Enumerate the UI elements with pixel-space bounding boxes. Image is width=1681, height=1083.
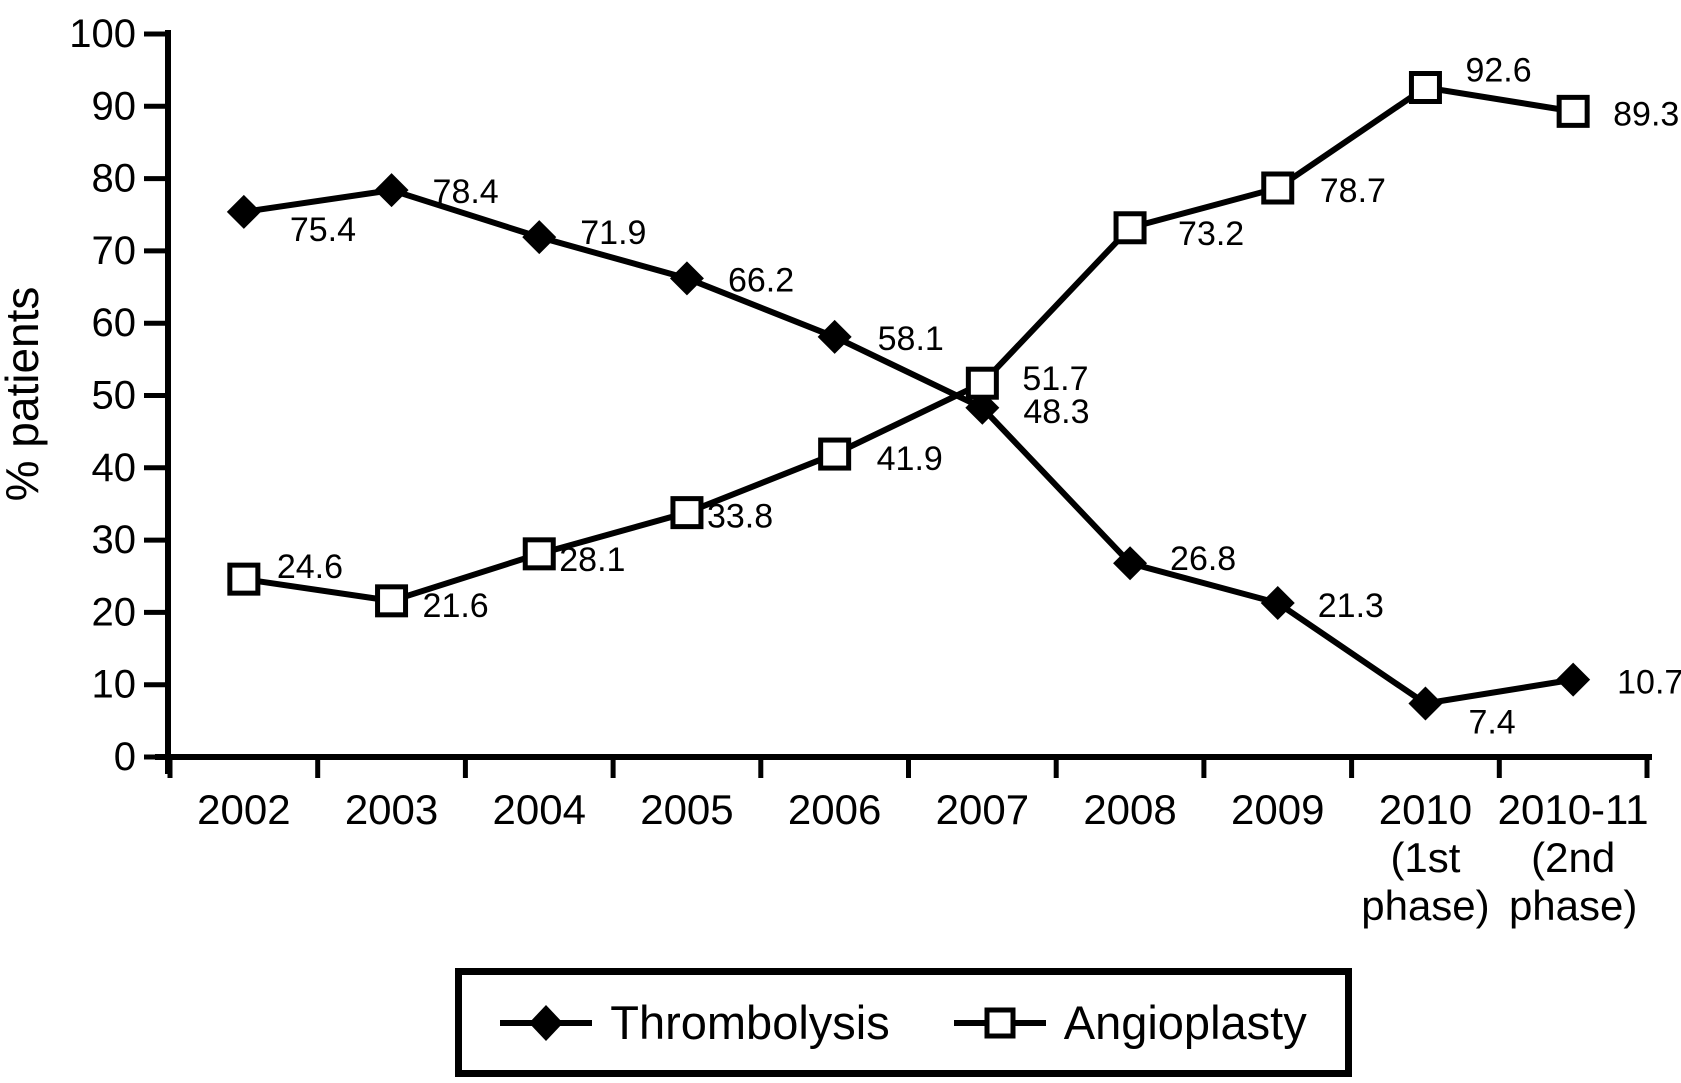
y-axis-title: % patients: [0, 287, 48, 502]
y-tick-label: 80: [92, 157, 137, 201]
angioplasty-square-icon: [953, 1007, 1046, 1038]
series-markers-thrombolysis: [226, 173, 1591, 721]
y-tick-label: 50: [92, 374, 137, 418]
y-tick-label: 70: [92, 229, 137, 273]
square-marker: [1261, 171, 1295, 205]
y-tick-label: 10: [92, 663, 137, 707]
x-tick-label: (1st: [1390, 834, 1460, 881]
square-marker: [375, 584, 409, 618]
data-label: 51.7: [1022, 360, 1088, 398]
diamond-marker: [1556, 662, 1591, 697]
y-tick-label: 90: [92, 84, 137, 128]
square-marker: [965, 366, 999, 400]
y-tick-label: 60: [92, 301, 137, 345]
diamond-marker: [1408, 686, 1443, 721]
x-tick-label: 2007: [936, 786, 1029, 833]
data-label: 7.4: [1468, 703, 1515, 741]
square-marker: [670, 496, 704, 530]
y-tick-label: 0: [114, 735, 136, 779]
x-tick-label: 2003: [345, 786, 438, 833]
diamond-marker: [1260, 586, 1295, 621]
data-label: 78.7: [1320, 172, 1386, 210]
x-tick-label: 2004: [493, 786, 586, 833]
x-axis: 2002 2003 2004 2005 2006 2007 2008 2009 2010(1st…: [155, 754, 1652, 929]
y-tick-label: 20: [92, 590, 137, 634]
square-marker: [1408, 71, 1442, 105]
data-label: 71.9: [580, 214, 646, 252]
data-label: 24.6: [277, 548, 343, 586]
data-label: 73.2: [1178, 215, 1244, 253]
x-tick-label: phase): [1361, 882, 1489, 929]
y-tick-label: 30: [92, 518, 137, 562]
x-tick-label: 2010: [1379, 786, 1472, 833]
legend-label-angioplasty: Angioplasty: [1063, 996, 1307, 1049]
y-tick-label: 40: [92, 446, 137, 490]
data-label: 75.4: [290, 211, 356, 249]
square-marker: [818, 437, 852, 471]
x-tick-label: 2006: [788, 786, 881, 833]
x-tick-label: phase): [1509, 882, 1637, 929]
diamond-marker: [1113, 546, 1148, 581]
y-tick-label: 100: [69, 12, 136, 56]
diamond-marker: [522, 220, 557, 255]
data-label: 10.7: [1617, 664, 1681, 702]
x-tick-label: 2010-11: [1498, 786, 1649, 833]
data-label: 21.3: [1318, 587, 1384, 625]
data-labels-thrombolysis: 75.4 78.4 71.9 66.2 58.1 48.3 26.8 21.3 7.4 10.7: [290, 173, 1681, 741]
series-markers-angioplasty: [227, 71, 1590, 618]
diamond-marker: [374, 173, 409, 208]
y-axis: 0 10 20 30 40 50 60 70 80 90 100: [69, 12, 171, 779]
square-marker: [1113, 211, 1147, 245]
data-label: 92.6: [1465, 52, 1531, 90]
data-label: 21.6: [423, 587, 489, 625]
x-tick-label: 2008: [1083, 786, 1176, 833]
square-marker: [1556, 94, 1590, 128]
diamond-marker: [817, 319, 852, 354]
square-marker: [227, 562, 261, 596]
data-label: 26.8: [1170, 540, 1236, 578]
thrombolysis-diamond-icon: [500, 1004, 593, 1041]
diamond-marker: [226, 194, 261, 229]
data-label: 78.4: [433, 173, 499, 211]
diamond-marker: [669, 261, 704, 296]
data-label: 89.3: [1613, 95, 1679, 133]
legend-item-thrombolysis: Thrombolysis: [500, 995, 890, 1050]
data-label: 33.8: [707, 498, 773, 536]
x-tick-label: 2009: [1231, 786, 1324, 833]
square-marker: [522, 537, 556, 571]
series-line-thrombolysis: [243, 187, 1574, 707]
legend-label-thrombolysis: Thrombolysis: [610, 996, 890, 1049]
data-label: 58.1: [878, 320, 944, 358]
data-label: 66.2: [728, 261, 794, 299]
y-axis-label: % patients: [0, 287, 48, 502]
x-tick-label: 2002: [197, 786, 290, 833]
legend: Thrombolysis Angioplasty: [455, 968, 1352, 1077]
data-label: 28.1: [559, 541, 625, 579]
x-tick-label: 2005: [640, 786, 733, 833]
data-labels-angioplasty: 24.6 21.6 28.1 33.8 41.9 51.7 73.2 78.7 92.6 89.3: [277, 52, 1679, 625]
x-tick-label: (2nd: [1531, 834, 1615, 881]
series-line-angioplasty: [243, 84, 1574, 604]
legend-item-angioplasty: Angioplasty: [953, 995, 1307, 1050]
data-label: 48.3: [1023, 393, 1089, 431]
data-label: 41.9: [877, 440, 943, 478]
